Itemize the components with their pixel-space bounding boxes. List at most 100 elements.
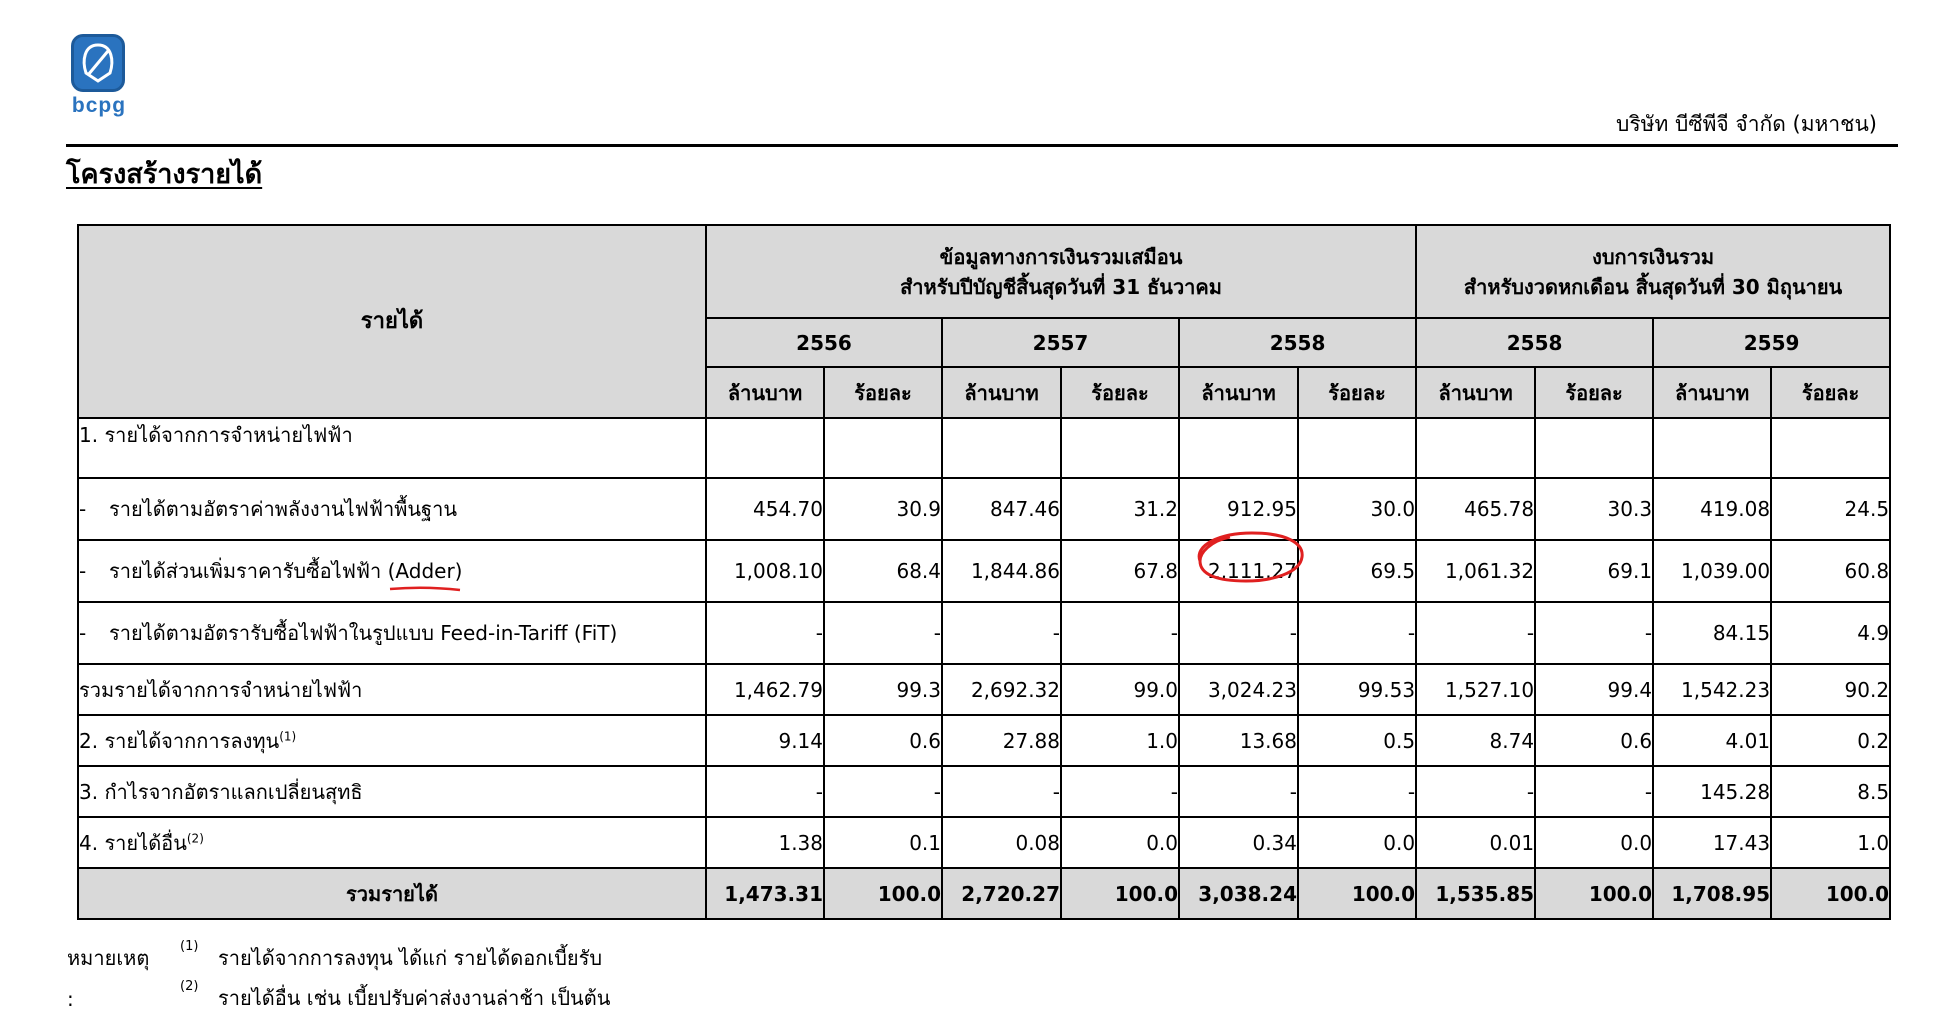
table-cell: 0.0	[1060, 816, 1180, 869]
table-cell: 2,692.32	[941, 663, 1062, 716]
year-header: 2558	[1415, 317, 1655, 368]
table-cell: -	[1415, 765, 1537, 818]
table-cell: 847.46	[941, 477, 1062, 541]
table-cell: 912.95	[1178, 477, 1299, 541]
table-cell: 8.5	[1770, 765, 1892, 818]
footnote-text: รายได้จากการลงทุน ได้แก่ รายได้ดอกเบี้ยร…	[218, 946, 603, 970]
table-cell: 4.9	[1770, 601, 1892, 665]
group-title: งบการเงินรวม	[1592, 244, 1715, 269]
row-label: - รายได้ตามอัตรารับซื้อไฟฟ้าในรูปแบบ Feed…	[77, 601, 707, 665]
footnote-marker: (2)	[186, 830, 204, 845]
table-cell: 4.01	[1652, 714, 1773, 767]
table-cell: 90.2	[1770, 663, 1892, 716]
year-header: 2559	[1652, 317, 1892, 368]
table-cell: 1,008.10	[705, 539, 825, 603]
page-title: โครงสร้างรายได้	[66, 159, 263, 190]
row-label: - รายได้ส่วนเพิ่มราคารับซื้อไฟฟ้า (Adder)	[77, 539, 707, 603]
table-cell: 0.5	[1296, 714, 1418, 767]
row-label: 2. รายได้จากการลงทุน(1)	[77, 714, 707, 767]
consolidated-group-header: งบการเงินรวม สำหรับงวดหกเดือน สิ้นสุดวัน…	[1415, 224, 1892, 319]
footnote-marker: (2)	[180, 979, 199, 994]
row-label: รวมรายได้จากการจำหน่ายไฟฟ้า	[77, 663, 707, 716]
table-cell: -	[1534, 601, 1655, 665]
table-cell: 0.0	[1296, 816, 1418, 869]
table-cell: 1,039.00	[1652, 539, 1773, 603]
table-cell: 100.0	[1534, 867, 1655, 920]
adder-label: (Adder)	[388, 559, 462, 592]
table-cell: 0.01	[1415, 816, 1537, 869]
header-divider	[66, 144, 1898, 147]
group-subtitle: สำหรับปีบัญชีสิ้นสุดวันที่ 31 ธันวาคม	[900, 274, 1222, 299]
table-cell: 1,473.31	[705, 867, 825, 920]
unit-percent-header: ร้อยละ	[1296, 366, 1418, 419]
table-cell: -	[1060, 765, 1180, 818]
unit-percent-header: ร้อยละ	[1770, 366, 1892, 419]
table-cell: -	[1178, 601, 1299, 665]
table-cell: 99.0	[1060, 663, 1180, 716]
table-cell: 27.88	[941, 714, 1062, 767]
table-cell: -	[705, 601, 825, 665]
table-cell: 1,061.32	[1415, 539, 1537, 603]
table-cell: 30.3	[1534, 477, 1655, 541]
unit-percent-header: ร้อยละ	[1060, 366, 1180, 419]
table-cell: 0.6	[823, 714, 943, 767]
row-label: - รายได้ตามอัตราค่าพลังงานไฟฟ้าพื้นฐาน	[77, 477, 707, 541]
table-cell: 2,720.27	[941, 867, 1062, 920]
table-cell: 60.8	[1770, 539, 1892, 603]
table-cell: 465.78	[1415, 477, 1537, 541]
table-cell: 3,024.23	[1178, 663, 1299, 716]
table-cell: 145.28	[1652, 765, 1773, 818]
table-cell: -	[1060, 601, 1180, 665]
table-cell: 454.70	[705, 477, 825, 541]
table-row: 1. รายได้จากการจำหน่ายไฟฟ้า	[77, 417, 1892, 479]
footnote-marker: (1)	[279, 728, 297, 743]
footnote-heading: หมายเหตุ :	[67, 946, 150, 1011]
year-header: 2556	[705, 317, 943, 368]
table-cell: 1,535.85	[1415, 867, 1537, 920]
red-underline-annotation	[389, 586, 460, 592]
total-label: รวมรายได้	[77, 867, 707, 920]
table-cell: 99.4	[1534, 663, 1655, 716]
table-cell: 1,708.95	[1652, 867, 1773, 920]
unit-amount-header: ล้านบาท	[941, 366, 1062, 419]
highlighted-cell: 2,111.27	[1178, 531, 1304, 603]
table-cell: 419.08	[1652, 477, 1773, 541]
table-cell: 1,462.79	[705, 663, 825, 716]
unit-amount-header: ล้านบาท	[705, 366, 825, 419]
group-subtitle: สำหรับงวดหกเดือน สิ้นสุดวันที่ 30 มิถุนา…	[1463, 274, 1843, 299]
table-cell: -	[1178, 765, 1299, 818]
table-cell: 1.38	[705, 816, 825, 869]
table-cell: 100.0	[823, 867, 943, 920]
unit-amount-header: ล้านบาท	[1178, 366, 1299, 419]
table-cell: 69.1	[1534, 539, 1655, 603]
table-cell: -	[1296, 765, 1418, 818]
table-cell: 1.0	[1770, 816, 1892, 869]
group-title: ข้อมูลทางการเงินรวมเสมือน	[939, 244, 1183, 269]
table-cell: -	[1296, 601, 1418, 665]
table-cell: 3,038.24	[1178, 867, 1299, 920]
table-cell: 84.15	[1652, 601, 1773, 665]
unit-percent-header: ร้อยละ	[1534, 366, 1655, 419]
unit-percent-header: ร้อยละ	[823, 366, 943, 419]
table-cell: -	[823, 765, 943, 818]
company-name: บริษัท บีซีพีจี จำกัด (มหาชน)	[1616, 112, 1877, 136]
table-cell: 100.0	[1060, 867, 1180, 920]
year-header: 2558	[1177, 317, 1418, 368]
table-cell: 17.43	[1652, 816, 1773, 869]
table-cell: -	[1415, 601, 1537, 665]
table-cell: 68.4	[823, 539, 943, 603]
table-cell: 0.6	[1534, 714, 1655, 767]
row-label: 3. กำไรจากอัตราแลกเปลี่ยนสุทธิ	[77, 765, 707, 818]
table-cell: 24.5	[1770, 477, 1892, 541]
row-label: 4. รายได้อื่น(2)	[77, 816, 707, 869]
table-row: 2. รายได้จากการลงทุน(1) 9.14 0.6 27.88 1…	[77, 714, 1892, 767]
table-cell: 69.5	[1296, 539, 1418, 603]
table-cell: 100.0	[1296, 867, 1418, 920]
table-cell: 31.2	[1060, 477, 1180, 541]
table-cell: 67.8	[1060, 539, 1180, 603]
total-row: รวมรายได้ 1,473.31 100.0 2,720.27 100.0 …	[77, 867, 1892, 920]
revenue-column-header: รายได้	[77, 224, 707, 419]
company-logo: bcpg	[68, 34, 130, 122]
table-cell: 8.74	[1415, 714, 1537, 767]
table-row: - รายได้ตามอัตราค่าพลังงานไฟฟ้าพื้นฐาน 45…	[77, 477, 1892, 541]
